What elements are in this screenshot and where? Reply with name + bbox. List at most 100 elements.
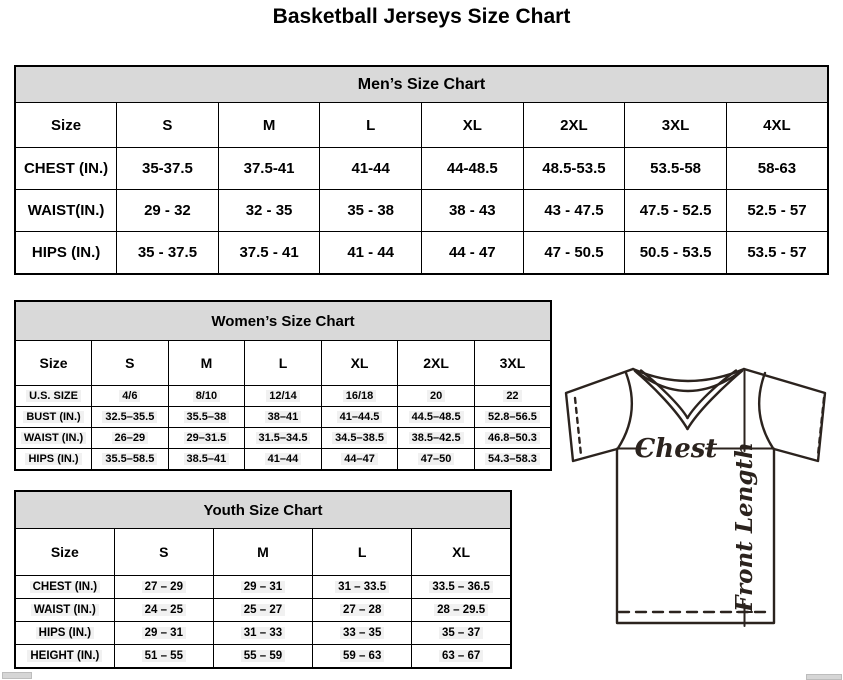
men-value-cell: 41-44 — [319, 147, 422, 190]
men-value-cell: 53.5 - 57 — [725, 231, 829, 274]
women-value-cell: 38–41 — [244, 406, 322, 428]
youth-value-cell: 29 – 31 — [113, 621, 214, 645]
youth-value-cell: 63 – 67 — [411, 644, 512, 668]
men-cell-value: 37.5 - 41 — [239, 243, 299, 261]
jersey-cuff-stitch-right — [816, 396, 826, 457]
men-value-cell: 52.5 - 57 — [725, 189, 829, 232]
men-column-header-3xl: 3XL — [624, 102, 727, 148]
youth-cell-value: 29 – 31 — [240, 581, 286, 593]
women-cell-value: 35.5–58.5 — [102, 452, 158, 465]
jersey-vneck-inner-left — [639, 369, 689, 420]
men-cell-value: 32 - 35 — [245, 202, 293, 219]
women-row-label: U.S. SIZE — [14, 385, 93, 407]
youth-data-row-0: CHEST (IN.) 27 – 29 29 – 31 31 – 33.5 33.5 –… — [14, 575, 512, 599]
youth-value-cell: 31 – 33.5 — [312, 575, 413, 599]
youth-value-cell: 29 – 31 — [212, 575, 314, 599]
men-cell-value: 48.5-53.5 — [542, 160, 606, 177]
men-value-cell: 37.5-41 — [217, 147, 321, 190]
women-value-cell: 22 — [473, 385, 552, 407]
women-value-cell: 54.3–58.3 — [473, 448, 552, 470]
youth-title-row: Youth Size Chart — [14, 490, 512, 529]
youth-data-row-3: HEIGHT (IN.) 51 – 55 55 – 59 59 – 63 63 – 67 — [14, 644, 512, 668]
women-value-cell: 35.5–38 — [167, 406, 246, 428]
womens-column-header-row: Size S M L XL 2XL 3XL — [14, 340, 552, 386]
womens-table-title: Women’s Size Chart — [14, 300, 552, 341]
men-column-header-size: Size — [14, 102, 118, 148]
scrollbar-fragment-left[interactable] — [2, 672, 32, 679]
youth-value-cell: 35 – 37 — [411, 621, 512, 645]
youth-cell-value: 51 – 55 — [141, 649, 186, 662]
men-cell-value: 50.5 - 53.5 — [639, 243, 712, 261]
youth-row-label: WAIST (IN.) — [14, 598, 115, 622]
youth-cell-value: 33.5 – 36.5 — [429, 581, 493, 593]
women-cell-value: 38.5–41 — [183, 452, 230, 465]
women-value-cell: 20 — [397, 385, 475, 407]
youth-value-cell: 25 – 27 — [212, 598, 314, 622]
youth-value-cell: 33 – 35 — [312, 621, 413, 645]
youth-cell-value: 27 – 29 — [141, 581, 186, 593]
men-cell-value: 47.5 - 52.5 — [639, 202, 712, 219]
men-cell-value: 53.5 - 57 — [747, 243, 807, 261]
women-cell-value: 54.3–58.3 — [484, 452, 540, 465]
men-row-label: HIPS (IN.) — [14, 231, 118, 274]
men-value-cell: 58-63 — [725, 147, 829, 190]
women-value-cell: 4/6 — [91, 385, 169, 407]
jersey-armhole-left — [616, 371, 634, 451]
men-value-cell: 47 - 50.5 — [522, 231, 626, 274]
women-cell-value: 12/14 — [266, 390, 300, 402]
women-cell-value: 47–50 — [417, 452, 455, 465]
youth-row-label-text: CHEST (IN.) — [29, 581, 101, 593]
women-row-label-text: WAIST (IN.) — [20, 432, 87, 444]
women-row-label-text: BUST (IN.) — [23, 411, 84, 423]
women-value-cell: 34.5–38.5 — [320, 427, 399, 449]
men-cell-value: 35-37.5 — [142, 160, 193, 177]
men-column-header-l: L — [319, 102, 422, 148]
jersey-armhole-right — [757, 371, 775, 451]
women-value-cell: 29–31.5 — [167, 427, 246, 449]
women-column-header-xl: XL — [320, 340, 399, 386]
men-cell-value: 52.5 - 57 — [747, 202, 807, 219]
men-value-cell: 53.5-58 — [624, 147, 727, 190]
men-data-row-1: WAIST(IN.) 29 - 32 32 - 35 35 - 38 38 - 43 43… — [14, 189, 829, 232]
women-cell-value: 38.5–42.5 — [408, 432, 464, 444]
womens-title-row: Women’s Size Chart — [14, 300, 552, 341]
youth-cell-value: 31 – 33 — [240, 627, 286, 639]
women-cell-value: 29–31.5 — [183, 432, 230, 444]
men-row-label-text: WAIST(IN.) — [27, 202, 105, 219]
women-cell-value: 41–44 — [264, 452, 302, 465]
women-cell-value: 52.8–56.5 — [484, 411, 540, 423]
mens-title-row: Men’s Size Chart — [14, 65, 829, 103]
men-cell-value: 35 - 38 — [347, 202, 395, 219]
men-row-label: WAIST(IN.) — [14, 189, 118, 232]
women-value-cell: 12/14 — [244, 385, 322, 407]
youth-row-label: CHEST (IN.) — [14, 575, 115, 599]
women-column-header-2xl: 2XL — [397, 340, 475, 386]
youth-value-cell: 27 – 29 — [113, 575, 214, 599]
men-value-cell: 29 - 32 — [116, 189, 219, 232]
men-cell-value: 44 - 47 — [448, 243, 496, 261]
women-column-header-m: M — [167, 340, 246, 386]
men-cell-value: 44-48.5 — [446, 160, 498, 177]
youth-row-label: HEIGHT (IN.) — [14, 644, 115, 668]
men-row-label-text: HIPS (IN.) — [31, 243, 101, 261]
women-value-cell: 44.5–48.5 — [397, 406, 475, 428]
jersey-cuff-stitch-left — [573, 396, 583, 457]
women-column-header-3xl: 3XL — [473, 340, 552, 386]
women-cell-value: 31.5–34.5 — [255, 432, 311, 444]
men-cell-value: 58-63 — [757, 160, 797, 177]
womens-size-chart-table: Women’s Size Chart Size S M L XL 2XL 3XL U.S. … — [14, 300, 552, 471]
youth-cell-value: 35 – 37 — [438, 627, 484, 639]
men-cell-value: 41 - 44 — [347, 243, 395, 261]
youth-column-header-l: L — [312, 528, 413, 576]
youth-cell-value: 63 – 67 — [438, 649, 484, 662]
women-row-label-text: U.S. SIZE — [26, 390, 81, 402]
youth-data-row-2: HIPS (IN.) 29 – 31 31 – 33 33 – 35 35 – 37 — [14, 621, 512, 645]
women-value-cell: 16/18 — [320, 385, 399, 407]
scrollbar-fragment-right[interactable] — [806, 674, 842, 680]
men-row-label: CHEST (IN.) — [14, 147, 118, 190]
jersey-vneck-outer-right — [686, 369, 744, 431]
women-cell-value: 35.5–38 — [183, 411, 230, 423]
youth-value-cell: 51 – 55 — [113, 644, 214, 668]
youth-cell-value: 27 – 28 — [339, 604, 385, 616]
youth-column-header-xl: XL — [411, 528, 512, 576]
